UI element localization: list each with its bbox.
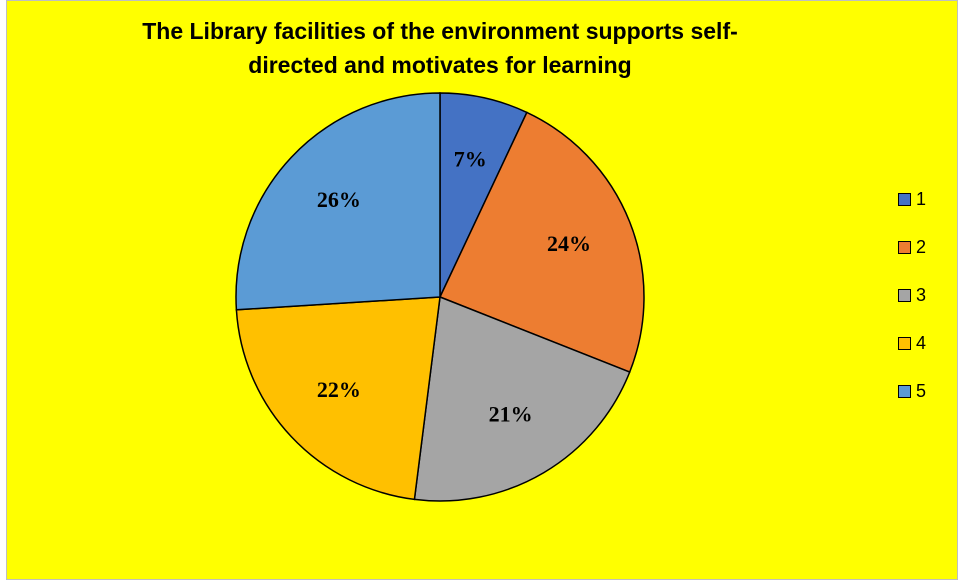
legend-item-1: 1: [898, 187, 926, 211]
data-label-1: 7%: [454, 147, 487, 172]
pie-slice-5: [235, 92, 441, 311]
legend-swatch: [898, 288, 911, 302]
legend-item-2: 2: [898, 235, 926, 259]
data-label-4: 22%: [317, 377, 361, 402]
pie-slice-2: [438, 111, 645, 374]
data-label-5: 26%: [317, 187, 361, 212]
legend-label: 4: [916, 332, 927, 353]
legend-item-4: 4: [898, 331, 926, 355]
pie-slice-3: [413, 295, 631, 502]
data-label-2: 24%: [547, 231, 591, 256]
legend-label: 5: [916, 380, 927, 401]
legend-label: 2: [916, 236, 927, 257]
pie-slice-4: [235, 296, 441, 501]
legend-label: 3: [916, 284, 927, 305]
legend-label: 1: [916, 188, 927, 209]
legend-swatch: [898, 192, 911, 206]
legend-swatch: [898, 336, 911, 350]
data-label-3: 21%: [489, 401, 533, 426]
legend-item-5: 5: [898, 379, 926, 403]
legend-item-3: 3: [898, 283, 926, 307]
chart-title: The Library facilities of the environmen…: [142, 18, 738, 78]
chart-legend: 1 2 3 4 5: [898, 187, 926, 427]
legend-swatch: [898, 240, 911, 254]
legend-swatch: [898, 384, 911, 398]
